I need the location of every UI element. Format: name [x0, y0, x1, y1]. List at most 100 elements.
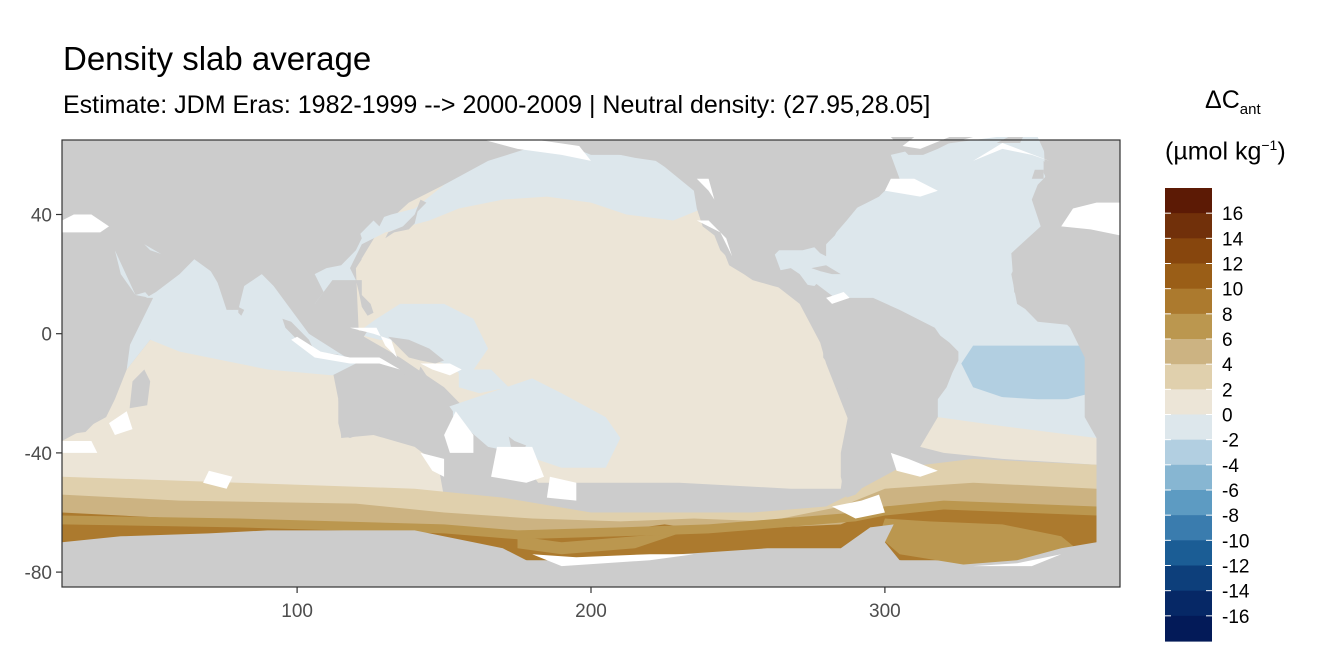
legend-label: 12: [1222, 255, 1243, 276]
legend-title-subscript: ant: [1239, 101, 1261, 118]
legend-label: 16: [1222, 204, 1243, 225]
chart-title: Density slab average: [63, 40, 372, 77]
no-data-region: [696, 220, 733, 257]
legend-color-bin: [1165, 464, 1212, 491]
india-land: [197, 235, 274, 310]
no-data-region: [350, 327, 397, 358]
no-data-region: [420, 363, 462, 376]
europe-land: [1043, 140, 1120, 206]
legend-unit-close: ): [1277, 137, 1286, 166]
legend-label: 8: [1222, 305, 1233, 326]
legend-colorbar: 16 14 12 10 8 6 4 2 0 -2 -4 -6 -8 -10 -12 -14 -16: [1165, 188, 1250, 642]
legend-label: 2: [1222, 380, 1233, 401]
no-data-region: [109, 411, 133, 435]
cuba-land: [811, 265, 841, 275]
ireland-land: [1031, 169, 1044, 179]
ocean-region: [355, 303, 489, 379]
y-tick-label: -40: [25, 444, 52, 465]
no-data-region: [203, 470, 233, 489]
legend-label: 4: [1222, 355, 1233, 376]
no-data-region: [62, 214, 109, 233]
no-data-region: [973, 554, 1062, 567]
legend-color-bin: [1165, 188, 1212, 214]
ocean-region: [879, 518, 1076, 567]
north-america-land: [546, 140, 900, 310]
legend-unit-exponent: −1: [1261, 137, 1278, 153]
no-data-region: [491, 446, 544, 483]
japan-land: [385, 199, 427, 239]
taiwan-land: [355, 259, 362, 269]
no-data-region: [62, 441, 98, 453]
no-data-region: [1061, 202, 1120, 236]
legend-color-bin: [1165, 590, 1212, 617]
legend-label: 6: [1222, 330, 1233, 351]
legend-unit: (µmol kg−1): [1165, 137, 1286, 166]
ocean-region: [949, 387, 1097, 424]
legend-color-bin: [1165, 540, 1212, 567]
no-data-region: [884, 178, 938, 197]
antarctica-land: [62, 524, 1120, 587]
no-data-region: [473, 137, 591, 161]
legend-color-bin: [1165, 389, 1212, 416]
eurasia-land: [62, 140, 533, 328]
ocean-region: [126, 259, 356, 376]
ocean-region: [62, 339, 445, 498]
chart-subtitle: Estimate: JDM Eras: 1982-1999 --> 2000-2…: [63, 91, 931, 119]
legend-label: -10: [1222, 531, 1249, 552]
no-data-region: [826, 292, 850, 304]
legend-color-bin: [1165, 339, 1212, 365]
no-data-region: [532, 554, 694, 567]
legend-color-bin: [1165, 565, 1212, 592]
legend-label: -16: [1222, 607, 1249, 628]
newguinea-land: [388, 336, 445, 364]
ocean-region: [458, 369, 509, 394]
legend-color-bin: [1165, 213, 1212, 239]
no-data-region: [420, 452, 445, 477]
africa-land: [1011, 223, 1120, 441]
ocean-region: [62, 500, 1097, 540]
legend-color-bin: [1165, 263, 1212, 290]
x-tick-label: 200: [575, 601, 607, 622]
legend-label: -4: [1222, 456, 1239, 477]
borneo-land: [323, 315, 350, 343]
legend-label: -8: [1222, 506, 1239, 527]
y-tick-label: 40: [31, 206, 52, 227]
sulawesi-land: [353, 330, 368, 349]
legend-color-bin: [1165, 439, 1212, 466]
no-data-region: [696, 178, 715, 200]
legend-color-bin: [1165, 515, 1212, 541]
legend-color-bin: [1165, 490, 1212, 516]
legend-color-bin: [1165, 238, 1212, 265]
ocean-region: [920, 417, 1097, 465]
madagascar-land: [129, 369, 151, 409]
legend-title: ΔCant: [1205, 86, 1261, 118]
y-tick-label: -80: [25, 563, 52, 584]
legend-title-symbol: ΔC: [1205, 86, 1240, 114]
legend-label: -12: [1222, 557, 1249, 578]
no-data-region: [890, 452, 938, 477]
legend-color-bin: [1165, 364, 1212, 390]
no-data-region: [973, 143, 1050, 161]
south-america-land: [823, 297, 959, 498]
ocean-region: [517, 533, 680, 555]
legend-label: 14: [1222, 229, 1244, 250]
legend-label: -14: [1222, 582, 1250, 603]
arabia-land: [114, 238, 174, 295]
legend-label: -2: [1222, 431, 1239, 452]
legend-unit-main: (µmol kg: [1165, 137, 1262, 166]
x-tick-label: 300: [869, 601, 901, 622]
y-tick-label: 0: [41, 325, 52, 346]
no-data-region: [444, 411, 474, 453]
legend-color-bin: [1165, 414, 1212, 441]
legend-color-bin: [1165, 288, 1212, 315]
africa-land: [62, 235, 154, 435]
map-panel: [62, 137, 1120, 587]
no-data-region: [291, 336, 400, 370]
no-data-region: [832, 494, 885, 519]
legend-color-bin: [1165, 615, 1212, 642]
legend-label: 0: [1222, 406, 1233, 427]
baja-land: [714, 235, 738, 266]
philippines-land: [355, 280, 374, 316]
